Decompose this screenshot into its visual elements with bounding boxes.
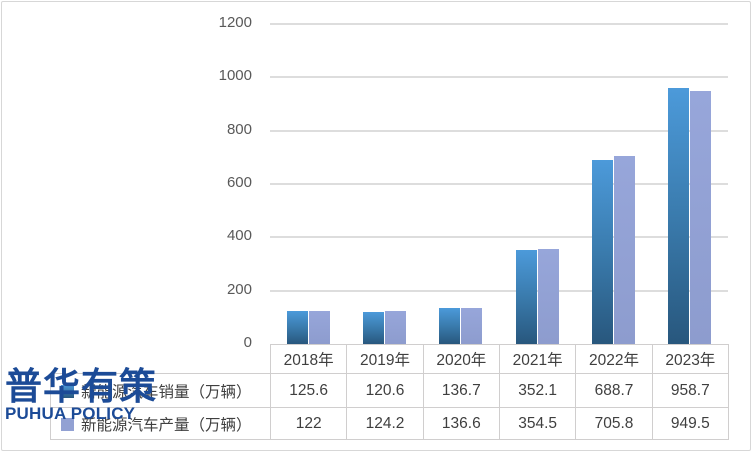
y-axis-label-800: 800 (226, 120, 252, 138)
bar-sales-2019年 (363, 311, 384, 344)
y-axis-label-400: 400 (226, 227, 252, 245)
bar-production-2019年 (385, 310, 406, 344)
gridline-1200 (270, 23, 728, 25)
category-cell: 2020年 (422, 344, 500, 374)
bar-sales-2018年 (286, 310, 308, 344)
series-name: 新能源汽车销量（万辆） (81, 383, 252, 401)
bar-production-2023年 (690, 90, 712, 344)
value-cell: 705.8 (575, 407, 653, 440)
value-cell: 125.6 (270, 373, 348, 408)
y-axis-label-1000: 1000 (218, 67, 252, 85)
value-cell: 688.7 (575, 373, 653, 408)
value-cell: 136.6 (422, 407, 500, 440)
bar-production-2020年 (461, 307, 483, 344)
category-cell: 2019年 (346, 344, 424, 374)
legend-key-production (61, 417, 74, 431)
gridline-800 (270, 129, 728, 132)
value-cell: 136.7 (422, 373, 500, 408)
category-cell: 2022年 (575, 344, 653, 374)
series-name: 新能源汽车产量（万辆） (81, 416, 252, 434)
y-axis-label-600: 600 (226, 174, 252, 191)
series-label-cell: 新能源汽车产量（万辆） (50, 407, 271, 440)
gridline-400 (270, 236, 728, 239)
bar-production-2022年 (614, 155, 635, 344)
gridline-1000 (270, 76, 728, 79)
value-cell: 958.7 (651, 373, 729, 408)
value-cell: 122 (270, 407, 348, 440)
bar-sales-2021年 (515, 250, 537, 344)
value-cell: 949.5 (651, 407, 729, 440)
category-cell: 2021年 (499, 344, 577, 374)
value-cell: 352.1 (499, 373, 577, 408)
gridline-600 (270, 183, 728, 185)
y-axis-label-1200: 1200 (218, 14, 252, 31)
bar-sales-2020年 (439, 307, 461, 344)
legend-key-sales (61, 384, 74, 398)
bar-sales-2023年 (668, 88, 690, 344)
series-label-cell: 新能源汽车销量（万辆） (50, 373, 271, 408)
gridline-200 (270, 289, 728, 292)
category-cell: 2018年 (270, 344, 348, 374)
value-cell: 354.5 (499, 407, 577, 440)
bar-production-2021年 (537, 249, 559, 344)
y-axis-label-0: 0 (243, 334, 252, 351)
category-cell: 2023年 (651, 344, 729, 374)
y-axis-label-200: 200 (226, 280, 252, 298)
bar-production-2018年 (308, 311, 330, 344)
value-cell: 120.6 (346, 373, 424, 408)
value-cell: 124.2 (346, 407, 424, 440)
bar-sales-2022年 (592, 160, 613, 344)
